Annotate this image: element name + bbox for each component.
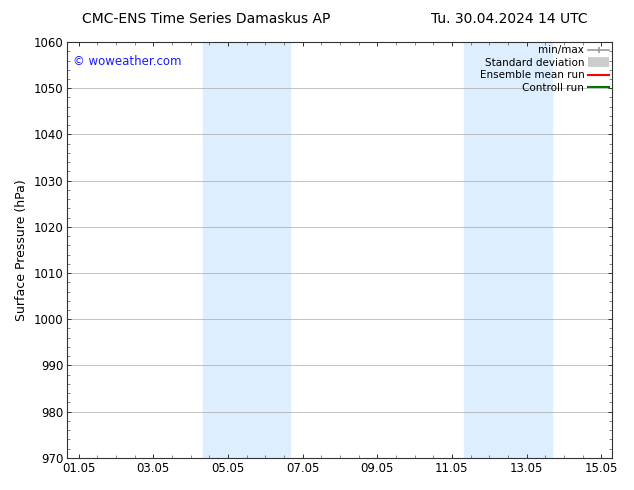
Text: CMC-ENS Time Series Damaskus AP: CMC-ENS Time Series Damaskus AP [82, 12, 331, 26]
Legend: min/max, Standard deviation, Ensemble mean run, Controll run: min/max, Standard deviation, Ensemble me… [477, 43, 611, 95]
Bar [203, 42, 290, 458]
Text: © woweather.com: © woweather.com [73, 54, 181, 68]
Text: Tu. 30.04.2024 14 UTC: Tu. 30.04.2024 14 UTC [431, 12, 588, 26]
Y-axis label: Surface Pressure (hPa): Surface Pressure (hPa) [15, 179, 28, 321]
Bar [464, 42, 552, 458]
